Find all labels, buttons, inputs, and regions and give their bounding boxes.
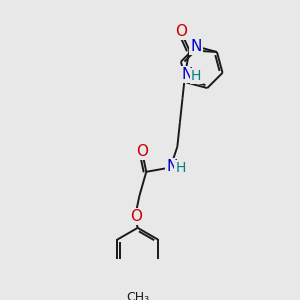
Text: O: O	[175, 24, 187, 39]
Text: N: N	[182, 67, 193, 82]
Text: O: O	[136, 144, 148, 159]
Text: N: N	[167, 159, 178, 174]
Text: H: H	[191, 69, 202, 83]
Text: H: H	[176, 161, 186, 176]
Text: CH₃: CH₃	[126, 291, 149, 300]
Text: N: N	[190, 39, 202, 54]
Text: O: O	[130, 209, 142, 224]
